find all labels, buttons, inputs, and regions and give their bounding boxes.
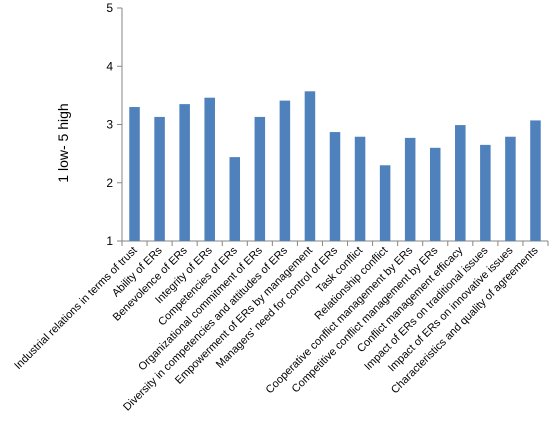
x-tick-labels: Industrial relations in terms of trustAb… xyxy=(12,244,541,413)
bar xyxy=(154,116,165,241)
y-tick-labels: 1 2 3 4 5 xyxy=(106,1,113,248)
bar xyxy=(530,120,541,241)
bar xyxy=(505,136,516,241)
y-axis-title: 1 low- 5 high xyxy=(55,103,71,182)
bar xyxy=(304,91,316,241)
bars xyxy=(129,91,541,242)
bar xyxy=(354,136,366,241)
bar xyxy=(329,132,341,241)
bar xyxy=(229,157,241,241)
y-tick-label: 1 xyxy=(106,234,113,248)
bar xyxy=(429,147,441,241)
y-tick-label: 3 xyxy=(106,118,113,132)
bar xyxy=(404,137,416,241)
bar xyxy=(379,165,391,241)
bar xyxy=(179,104,190,241)
bar xyxy=(480,144,491,241)
axes xyxy=(117,7,549,246)
y-tick-label: 4 xyxy=(106,59,113,73)
bar xyxy=(129,107,140,242)
bar xyxy=(204,97,215,241)
bar xyxy=(254,116,266,241)
bar xyxy=(279,100,291,242)
y-tick-label: 2 xyxy=(106,176,113,190)
bar xyxy=(455,125,466,241)
y-tick-label: 5 xyxy=(106,1,113,15)
